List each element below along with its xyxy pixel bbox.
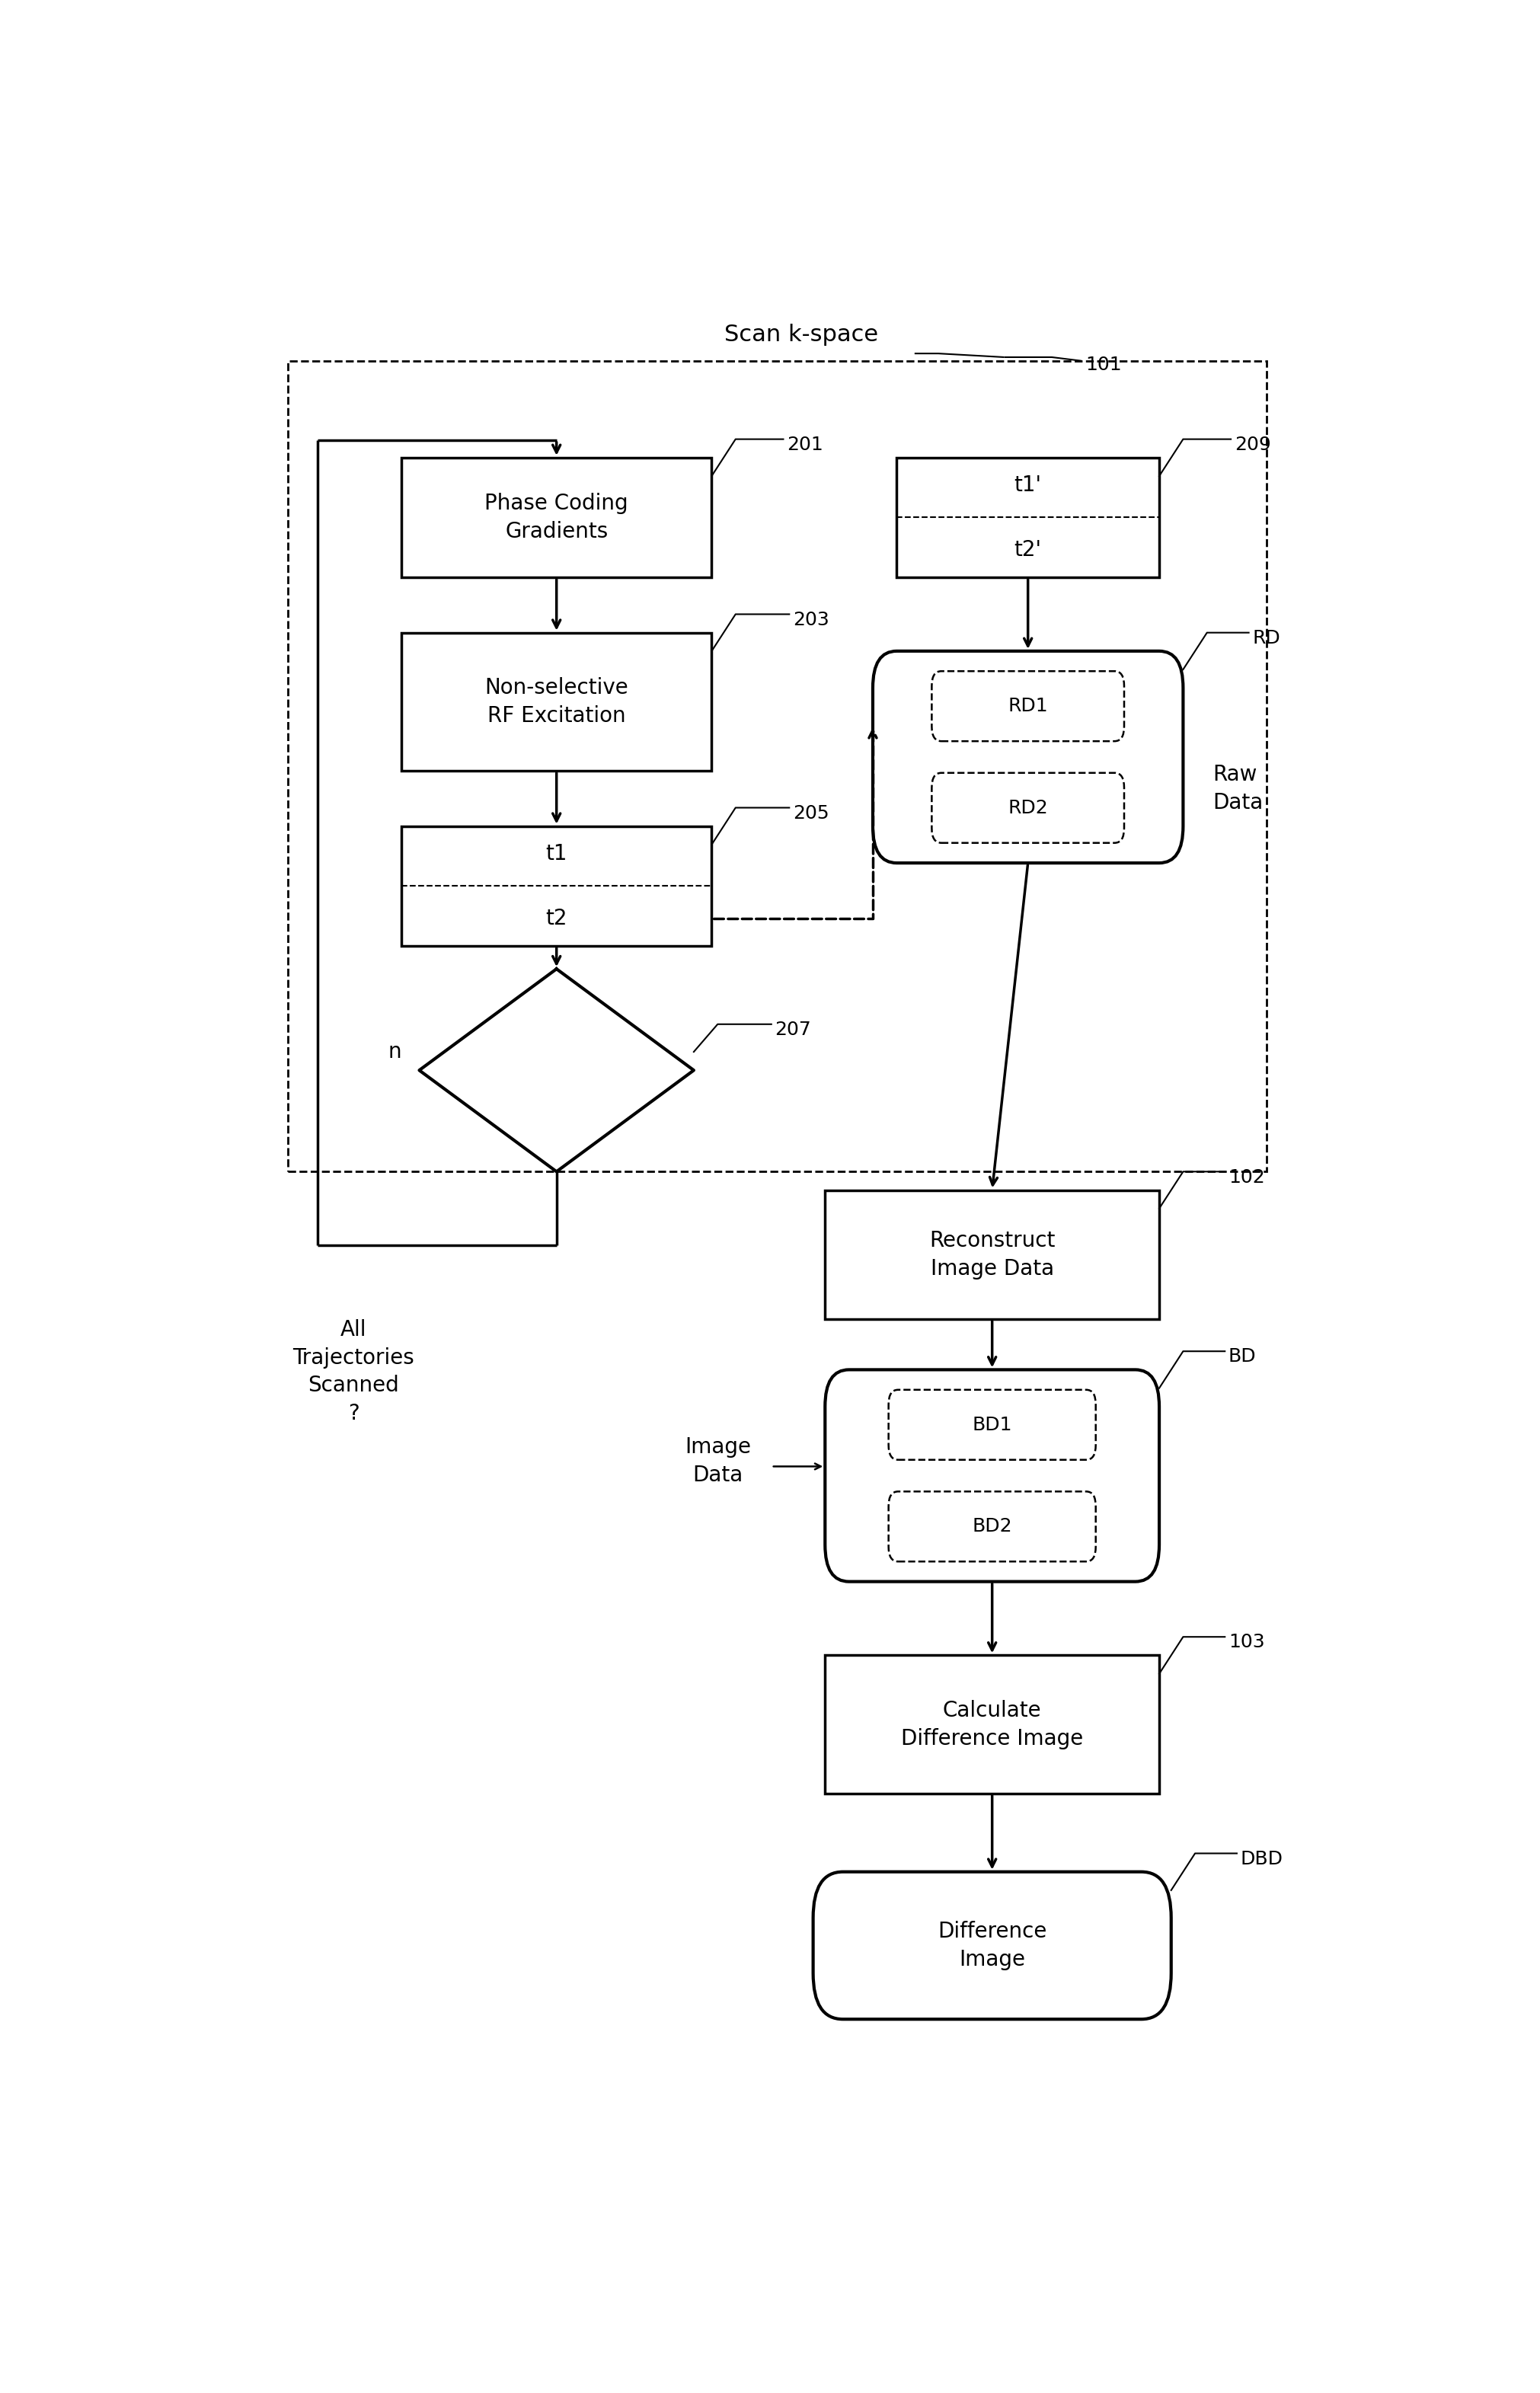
Text: RD1: RD1 (1007, 696, 1049, 716)
Text: Calculate
Difference Image: Calculate Difference Image (901, 1699, 1083, 1749)
Text: 102: 102 (1229, 1168, 1264, 1187)
FancyBboxPatch shape (889, 1491, 1096, 1563)
Text: t2: t2 (545, 907, 567, 928)
Text: t2': t2' (1015, 538, 1041, 560)
FancyBboxPatch shape (813, 1871, 1170, 2020)
Bar (825, 1189, 1160, 1319)
Text: BD: BD (1229, 1347, 1257, 1366)
Text: 101: 101 (1086, 357, 1121, 373)
FancyBboxPatch shape (932, 773, 1124, 842)
Text: Image
Data: Image Data (684, 1436, 752, 1486)
Text: Reconstruct
Image Data: Reconstruct Image Data (929, 1230, 1055, 1280)
Text: 207: 207 (775, 1019, 812, 1039)
Bar (402, 457, 711, 577)
FancyBboxPatch shape (825, 1369, 1160, 1582)
Text: 205: 205 (793, 804, 829, 823)
Text: 103: 103 (1229, 1634, 1264, 1651)
FancyBboxPatch shape (873, 651, 1183, 864)
Text: Phase Coding
Gradients: Phase Coding Gradients (485, 493, 628, 543)
FancyBboxPatch shape (889, 1390, 1096, 1460)
Text: Difference
Image: Difference Image (938, 1922, 1047, 1969)
Bar (896, 457, 1160, 577)
Bar (288, 361, 1266, 1173)
Text: t1: t1 (545, 842, 567, 864)
Text: t1': t1' (1015, 474, 1041, 495)
Text: BD2: BD2 (972, 1517, 1012, 1536)
Text: 201: 201 (787, 436, 824, 455)
Text: BD1: BD1 (972, 1417, 1012, 1433)
Bar (402, 632, 711, 771)
Text: RD: RD (1252, 629, 1280, 649)
Text: n: n (388, 1041, 402, 1062)
Text: 203: 203 (793, 610, 829, 629)
Text: Non-selective
RF Excitation: Non-selective RF Excitation (485, 677, 628, 727)
Text: RD2: RD2 (1007, 799, 1049, 816)
Bar (402, 826, 711, 945)
Text: 209: 209 (1235, 436, 1270, 455)
Text: All
Trajectories
Scanned
?: All Trajectories Scanned ? (293, 1319, 414, 1424)
Text: DBD: DBD (1240, 1850, 1283, 1869)
Bar (825, 1656, 1160, 1792)
FancyBboxPatch shape (932, 670, 1124, 742)
Text: Raw
Data: Raw Data (1214, 763, 1263, 814)
Text: Scan k-space: Scan k-space (724, 323, 878, 347)
